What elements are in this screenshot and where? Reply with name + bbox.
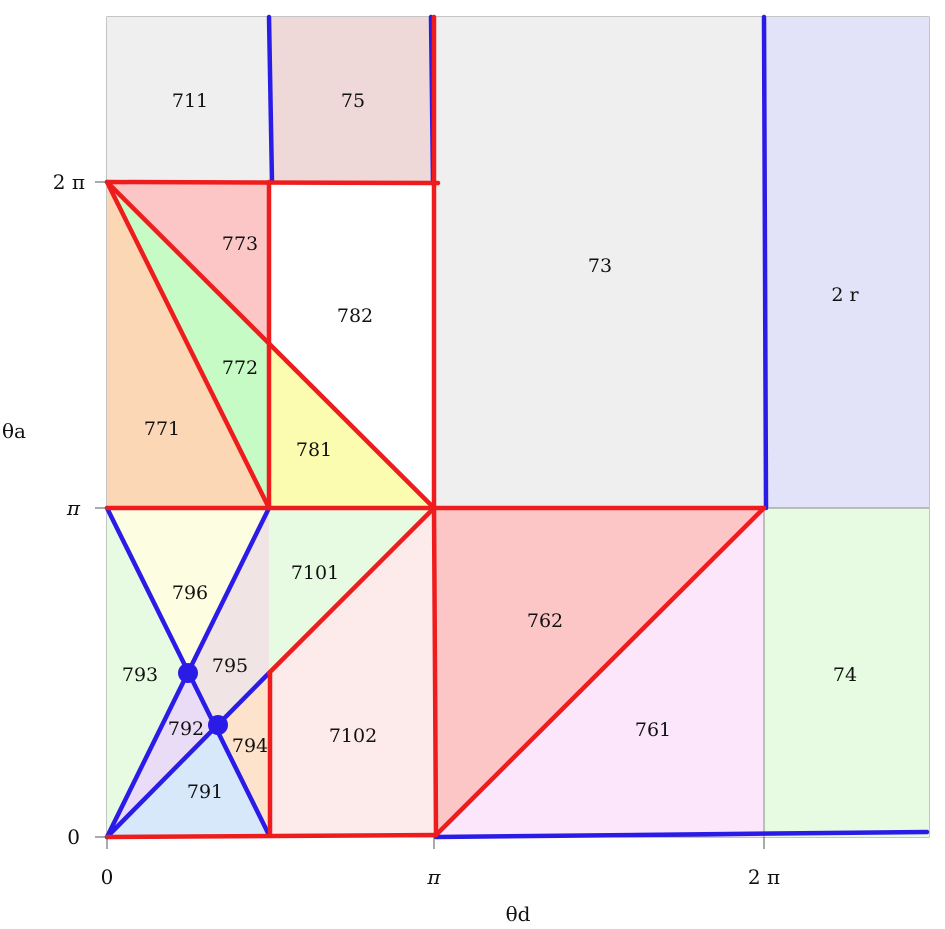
red-line-y2pi xyxy=(104,179,441,186)
blue-line-bottom-right xyxy=(433,829,930,840)
red-boundaries xyxy=(104,14,767,840)
y-tick-label-pi: π xyxy=(66,496,81,520)
region-label-794: 794 xyxy=(232,735,268,757)
red-line-bottom-left xyxy=(104,832,439,840)
region-label-73: 73 xyxy=(588,255,612,277)
junction-dot-lower xyxy=(208,715,228,735)
region-73-upper-fill xyxy=(434,17,764,182)
region-label-772: 772 xyxy=(222,357,258,379)
region-label-2r: 2 r xyxy=(831,284,859,306)
region-labels: 711 75 73 2 r 773 782 772 771 781 796 71… xyxy=(122,90,860,803)
region-796-fill xyxy=(107,508,269,673)
region-2r-fill xyxy=(764,17,929,508)
red-line-diag-762 xyxy=(433,505,767,838)
y-axis-label: θa xyxy=(2,419,26,443)
y-tick-label-2pi: 2 π xyxy=(53,170,85,194)
region-label-761: 761 xyxy=(635,719,671,741)
x-axis-label: θd xyxy=(506,902,531,926)
region-label-781: 781 xyxy=(296,439,332,461)
tick-marks xyxy=(95,181,765,849)
region-label-7101: 7101 xyxy=(291,562,339,584)
red-line-xpi-lower xyxy=(431,505,439,838)
x-tick-label-0: 0 xyxy=(101,865,114,889)
region-label-7102: 7102 xyxy=(329,725,377,747)
y-tick-label-0: 0 xyxy=(67,825,80,849)
region-label-795: 795 xyxy=(212,655,248,677)
region-74-fill xyxy=(764,508,929,837)
region-label-791: 791 xyxy=(187,781,223,803)
red-line-diag-781 xyxy=(104,179,437,511)
red-line-diag-771 xyxy=(104,179,272,511)
region-label-771: 771 xyxy=(144,418,180,440)
gray-boundaries xyxy=(763,507,929,837)
region-label-793: 793 xyxy=(122,664,158,686)
region-label-762: 762 xyxy=(527,610,563,632)
region-792-fill xyxy=(107,673,218,837)
region-label-782: 782 xyxy=(337,305,373,327)
region-label-792: 792 xyxy=(168,718,204,740)
region-label-711: 711 xyxy=(172,90,208,112)
region-711-fill xyxy=(107,17,270,182)
blue-line-inner xyxy=(104,670,272,840)
x-tick-label-2pi: 2 π xyxy=(748,865,780,889)
region-7102-fill xyxy=(269,508,434,835)
region-75-fill xyxy=(270,17,434,182)
region-782-fill xyxy=(269,182,434,508)
region-795-fill xyxy=(188,508,269,725)
blue-line-2r-left xyxy=(761,14,769,511)
region-label-773: 773 xyxy=(222,233,258,255)
red-line-diag-7101 xyxy=(266,505,437,676)
blue-line-75-left xyxy=(266,14,275,185)
region-label-796: 796 xyxy=(172,582,208,604)
region-label-75: 75 xyxy=(341,90,365,112)
x-tick-label-pi: π xyxy=(426,865,441,889)
region-label-74: 74 xyxy=(833,664,857,686)
region-793-fill xyxy=(107,508,188,837)
junction-dot-upper xyxy=(178,663,198,683)
